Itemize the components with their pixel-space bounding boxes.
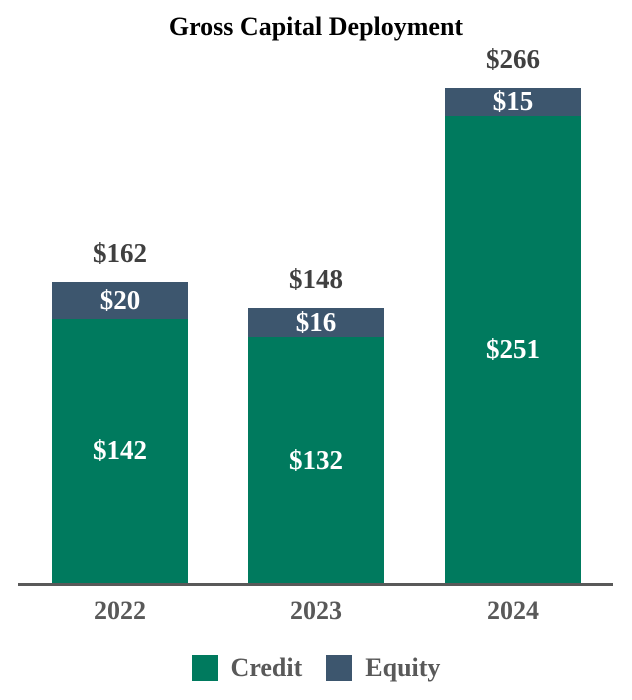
equity-segment: $20 [52,281,188,319]
x-tick-label-2022: 2022 [94,596,146,625]
credit-segment: $251 [445,115,581,583]
bar-stack: $20 $142 [52,281,188,583]
equity-value-label: $15 [492,86,534,117]
legend-item-equity: Equity [326,655,440,681]
credit-value-label: $251 [486,333,540,364]
bar-2022: $162 $20 $142 [52,238,188,583]
bar-2023: $148 $16 $132 [248,264,384,583]
credit-swatch-icon [191,655,218,681]
x-tick-label-2024: 2024 [487,596,539,625]
equity-swatch-icon [326,655,353,681]
bar-total-label: $266 [486,44,540,75]
credit-value-label: $132 [289,444,343,475]
x-axis-line [18,583,613,586]
legend-label: Equity [365,653,441,682]
chart-title: Gross Capital Deployment [168,12,464,41]
credit-segment: $132 [248,337,384,583]
credit-value-label: $142 [93,435,147,466]
equity-segment: $16 [248,306,384,338]
legend-item-credit: Credit [191,653,303,682]
equity-value-label: $20 [99,284,141,315]
bar-stack: $15 $251 [445,88,581,583]
bar-total-label: $162 [93,237,147,268]
legend: Credit Equity [0,655,632,681]
legend-label: Credit [230,653,303,682]
bar-total-label: $148 [289,263,343,294]
credit-segment: $142 [52,318,188,583]
equity-value-label: $16 [295,306,337,337]
bar-stack: $16 $132 [248,306,384,583]
x-tick-label-2023: 2023 [290,596,342,625]
bar-2024: $266 $15 $251 [445,44,581,583]
equity-segment: $15 [445,88,581,116]
